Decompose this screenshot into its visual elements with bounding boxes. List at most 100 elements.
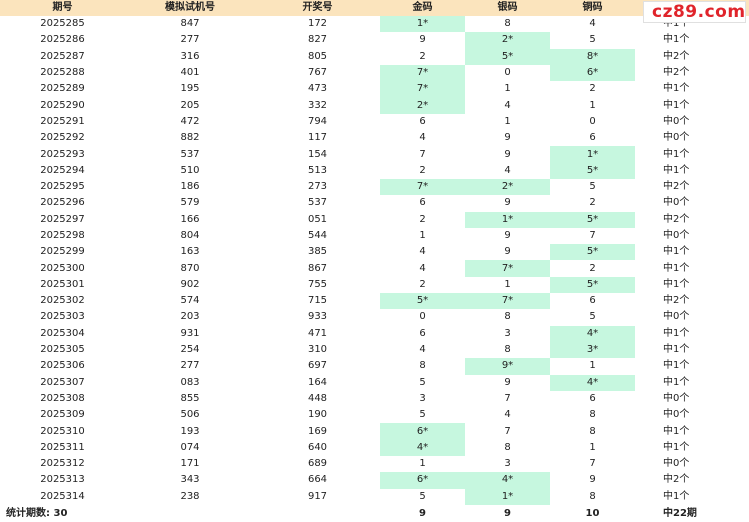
- gold-cell: 7: [419, 148, 426, 160]
- table-row: 2025312 171 689 1 3 7 中0个: [0, 456, 749, 472]
- draw-number-cell: 310: [307, 344, 328, 356]
- draw-number-cell: 117: [307, 132, 328, 144]
- period-cell: 2025305: [40, 344, 85, 356]
- gold-cell: 6*: [380, 423, 465, 440]
- copper-cell: 9: [589, 474, 596, 486]
- sim-number-cell: 510: [180, 164, 200, 176]
- sim-number-cell: 195: [180, 83, 200, 95]
- header-sim-number: 模拟试机号: [125, 0, 255, 16]
- draw-number-cell: 794: [307, 115, 328, 127]
- table-row: 2025304 931 471 6 3 4* 中1个: [0, 325, 749, 342]
- result-cell: 中1个: [663, 83, 690, 95]
- gold-cell: 0: [419, 311, 426, 323]
- copper-cell: 1*: [550, 146, 635, 163]
- result-cell: 中1个: [663, 246, 690, 258]
- sim-number-cell: 277: [180, 34, 200, 46]
- header-gold: 金码: [380, 0, 465, 16]
- sim-number-cell: 847: [180, 18, 200, 30]
- sim-number-cell: 401: [180, 67, 200, 79]
- silver-cell: 2*: [465, 178, 550, 196]
- draw-number-cell: 164: [307, 376, 328, 388]
- result-cell: 中2个: [663, 213, 690, 225]
- gold-cell: 9: [419, 34, 426, 46]
- sim-number-cell: 163: [180, 246, 200, 258]
- sim-number-cell: 574: [180, 295, 200, 307]
- result-cell: 中0个: [663, 230, 690, 241]
- draw-number-cell: 513: [307, 164, 328, 176]
- draw-number-cell: 715: [307, 295, 328, 307]
- copper-cell: 4*: [550, 325, 635, 342]
- result-cell: 中1个: [663, 425, 690, 437]
- sim-number-cell: 316: [180, 50, 200, 62]
- copper-cell: 6: [589, 132, 596, 144]
- draw-number-cell: 448: [307, 392, 328, 404]
- table-row: 2025298 804 544 1 9 7 中0个: [0, 228, 749, 244]
- site-logo[interactable]: cz89.com: [643, 1, 746, 23]
- period-cell: 2025287: [40, 50, 85, 62]
- result-cell: 中1个: [663, 18, 690, 30]
- draw-number-cell: 917: [307, 490, 328, 502]
- gold-cell: 7*: [380, 178, 465, 196]
- sim-number-cell: 579: [180, 197, 200, 209]
- period-cell: 2025306: [40, 360, 85, 372]
- period-cell: 2025293: [40, 148, 85, 160]
- sim-number-cell: 083: [180, 376, 200, 388]
- sim-number-cell: 855: [180, 392, 200, 404]
- sim-number-cell: 902: [180, 278, 200, 290]
- draw-number-cell: 537: [307, 197, 328, 209]
- silver-cell: 9: [504, 148, 511, 160]
- period-cell: 2025300: [40, 262, 85, 274]
- silver-cell: 9: [504, 376, 511, 388]
- period-cell: 2025313: [40, 474, 85, 486]
- table-row: 2025296 579 537 6 9 2 中0个: [0, 195, 749, 211]
- table-row: 2025295 186 273 7* 2* 5 中2个: [0, 178, 749, 196]
- sim-number-cell: 537: [180, 148, 200, 160]
- copper-cell: 5: [589, 181, 596, 193]
- table-row: 2025306 277 697 8 9* 1 中1个: [0, 358, 749, 375]
- draw-number-cell: 473: [307, 83, 328, 95]
- gold-cell: 4: [419, 132, 426, 144]
- summary-row: 统计期数: 30 9 9 10 中22期: [0, 505, 749, 522]
- header-draw-number: 开奖号: [255, 0, 380, 16]
- draw-number-cell: 273: [307, 181, 328, 193]
- result-cell: 中1个: [663, 262, 690, 274]
- result-cell: 中1个: [663, 164, 690, 176]
- silver-cell: 1*: [465, 488, 550, 505]
- summary-silver-total: 9: [504, 507, 511, 519]
- copper-cell: 5: [589, 311, 596, 323]
- table-row: 2025303 203 933 0 8 5 中0个: [0, 309, 749, 325]
- copper-cell: 1: [589, 99, 596, 111]
- sim-number-cell: 238: [180, 490, 200, 502]
- gold-cell: 6: [419, 327, 426, 339]
- gold-cell: 2: [419, 50, 426, 62]
- header-row: 期号 模拟试机号 开奖号 金码 银码 铜码: [0, 0, 749, 16]
- period-cell: 2025314: [40, 490, 85, 502]
- silver-cell: 9: [504, 132, 511, 144]
- sim-number-cell: 254: [180, 344, 200, 356]
- silver-cell: 0: [504, 67, 511, 79]
- table-row: 2025286 277 827 9 2* 5 中1个: [0, 32, 749, 49]
- sim-number-cell: 193: [180, 425, 200, 437]
- period-cell: 2025295: [40, 181, 85, 193]
- header-silver: 银码: [465, 0, 550, 16]
- result-cell: 中2个: [663, 67, 690, 79]
- table-row: 2025289 195 473 7* 1 2 中1个: [0, 81, 749, 98]
- silver-cell: 9: [504, 197, 511, 209]
- result-cell: 中1个: [663, 34, 690, 46]
- table-row: 2025302 574 715 5* 7* 6 中2个: [0, 293, 749, 310]
- period-cell: 2025285: [40, 18, 85, 30]
- period-cell: 2025292: [40, 132, 85, 144]
- summary-label: 统计期数: 30: [6, 507, 68, 519]
- copper-cell: 8: [589, 409, 596, 421]
- draw-number-cell: 755: [307, 278, 328, 290]
- copper-cell: 1: [589, 360, 596, 372]
- draw-number-cell: 827: [307, 34, 328, 46]
- period-cell: 2025286: [40, 34, 85, 46]
- period-cell: 2025301: [40, 278, 85, 290]
- draw-number-cell: 689: [307, 458, 328, 470]
- result-cell: 中2个: [663, 474, 690, 486]
- silver-cell: 7: [504, 392, 511, 404]
- gold-cell: 6*: [380, 472, 465, 489]
- gold-cell: 7*: [380, 64, 465, 82]
- silver-cell: 3: [504, 327, 511, 339]
